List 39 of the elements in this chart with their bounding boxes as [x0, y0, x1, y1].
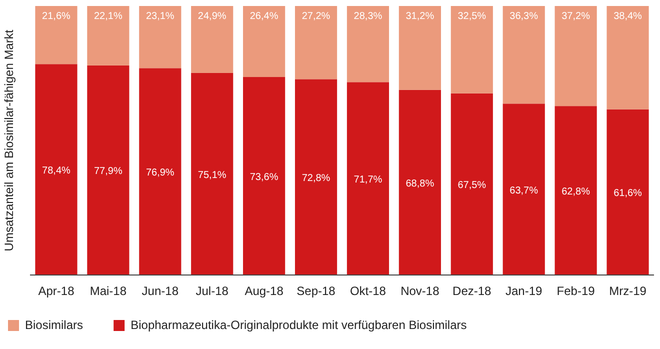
- data-label: 77,9%: [94, 166, 122, 178]
- x-tick-label: Jan-19: [505, 284, 543, 298]
- x-tick-label: Apr-18: [38, 284, 75, 298]
- data-label: 36,3%: [510, 11, 538, 22]
- x-tick-label: Sep-18: [296, 284, 336, 298]
- data-label: 63,7%: [510, 185, 538, 196]
- legend-label: Biosimilars: [25, 318, 84, 332]
- data-label: 23,1%: [146, 11, 174, 22]
- x-tick-label: Mrz-19: [609, 284, 647, 298]
- data-label: 76,9%: [146, 168, 174, 179]
- x-tick-label: Jul-18: [196, 284, 229, 298]
- x-tick-label: Jun-18: [142, 284, 179, 298]
- data-label: 71,7%: [354, 174, 382, 186]
- y-axis-title: Umsatzanteil am Biosimilar-fähigen Markt: [2, 29, 16, 252]
- data-label: 28,3%: [354, 11, 382, 22]
- x-tick-label: Mai-18: [90, 284, 127, 298]
- data-label: 22,1%: [94, 11, 122, 22]
- data-label: 31,2%: [406, 11, 434, 22]
- data-label: 27,2%: [302, 11, 330, 22]
- data-label: 67,5%: [458, 180, 486, 192]
- data-label: 61,6%: [614, 188, 642, 200]
- x-tick-label: Aug-18: [244, 284, 284, 298]
- data-label: 62,8%: [562, 186, 590, 198]
- x-tick-label: Nov-18: [400, 284, 440, 298]
- x-tick-label: Dez-18: [452, 284, 492, 298]
- data-label: 75,1%: [198, 170, 226, 181]
- x-tick-label: Okt-18: [350, 284, 386, 298]
- data-label: 72,8%: [302, 173, 330, 184]
- data-label: 78,4%: [42, 166, 71, 177]
- data-label: 37,2%: [562, 11, 590, 22]
- data-label: 73,6%: [250, 172, 278, 184]
- data-label: 21,6%: [42, 11, 71, 22]
- data-label: 38,4%: [614, 11, 642, 22]
- data-label: 68,8%: [406, 178, 434, 190]
- data-label: 26,4%: [250, 11, 278, 22]
- data-label: 24,9%: [198, 11, 226, 22]
- x-tick-label: Feb-19: [556, 284, 596, 298]
- legend-label: Biopharmazeutika-Originalprodukte mit verfügbaren Biosimilars: [130, 318, 467, 332]
- data-label: 32,5%: [458, 11, 486, 22]
